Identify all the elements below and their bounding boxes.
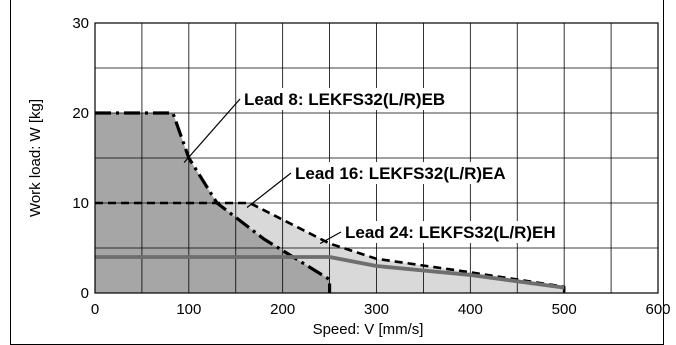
series-label-bg (342, 221, 559, 243)
series-label-bg (292, 162, 509, 184)
y-axis-title: Work load: W [kg] (27, 99, 44, 217)
leader-line-2 (246, 172, 292, 208)
series-labels: Lead 8: LEKFS32(L/R)EB Lead 16: LEKFS32(L… (183, 88, 559, 245)
series-label-2: Lead 16: LEKFS32(L/R)EA (295, 164, 506, 183)
x-tick-label: 300 (364, 301, 389, 318)
plot-area-border (94, 22, 659, 294)
series-lines (95, 111, 566, 293)
x-tick-label: 400 (458, 301, 483, 318)
series-label-3: Lead 24: LEKFS32(L/R)EH (345, 223, 556, 242)
leader-line-3 (319, 231, 342, 245)
series-line-3 (95, 255, 565, 290)
leader-line-1 (183, 98, 241, 163)
series-label-bg (241, 88, 449, 110)
y-tick-label: 0 (81, 285, 89, 302)
x-tick-label: 100 (176, 301, 201, 318)
y-tick-label: 10 (72, 195, 89, 212)
y-tick-label: 30 (72, 15, 89, 32)
x-tick-label: 500 (552, 301, 577, 318)
x-tick-label: 600 (645, 301, 670, 318)
x-tick-label: 0 (91, 301, 99, 318)
series-label-1: Lead 8: LEKFS32(L/R)EB (244, 90, 445, 109)
x-axis-title: Speed: V [mm/s] (313, 321, 424, 338)
x-tick-label: 200 (270, 301, 295, 318)
y-tick-label: 20 (72, 105, 89, 122)
plot-border (94, 22, 659, 294)
tick-labels: 0 100 200 300 400 500 600 0 10 20 30 (72, 15, 670, 318)
